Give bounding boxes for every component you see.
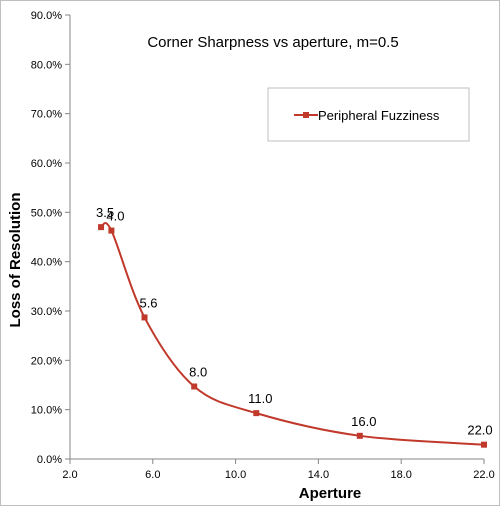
data-point-marker — [191, 383, 198, 390]
y-tick-label: 40.0% — [31, 257, 62, 269]
chart-title: Corner Sharpness vs aperture, m=0.5 — [147, 34, 398, 51]
x-tick-label: 14.0 — [308, 469, 329, 481]
legend: Peripheral Fuzziness — [267, 87, 470, 142]
data-point-marker — [481, 441, 487, 448]
y-tick-label: 60.0% — [31, 158, 62, 170]
y-tick-label: 30.0% — [31, 306, 62, 318]
data-point-marker — [253, 410, 260, 417]
x-tick-label: 6.0 — [145, 469, 160, 481]
y-axis-ticks: 0.0% 10.0% 20.0% 30.0% 40.0% 50.0% 60.0% 70.0% 8… — [31, 10, 70, 466]
y-tick-label: 0.0% — [37, 454, 62, 466]
y-tick-label: 10.0% — [31, 405, 62, 417]
data-label: 16.0 — [351, 414, 376, 429]
data-label: 4.0 — [106, 209, 124, 224]
data-point-marker — [108, 227, 115, 234]
y-tick-label: 50.0% — [31, 207, 62, 219]
data-label: 22.0 — [467, 423, 492, 438]
data-point-marker — [356, 432, 363, 439]
data-point-marker — [98, 224, 105, 231]
data-label: 8.0 — [189, 364, 207, 379]
y-axis-label: Loss of Resolution — [7, 193, 24, 328]
x-tick-label: 18.0 — [390, 469, 411, 481]
data-label: 5.6 — [139, 295, 157, 310]
y-tick-label: 80.0% — [31, 59, 62, 71]
y-tick-label: 90.0% — [31, 10, 62, 22]
series-line — [100, 222, 485, 446]
data-label: 11.0 — [248, 391, 272, 406]
x-tick-label: 22.0 — [473, 469, 494, 481]
x-axis-label: Aperture — [299, 485, 362, 502]
data-point-marker — [141, 314, 148, 321]
series-layer: 3.54.0 5.6 8.0 11.0 16.0 22.0 — [96, 205, 493, 448]
data-label: 3.5 — [96, 205, 114, 220]
y-tick-label: 70.0% — [31, 109, 62, 121]
legend-swatch-marker — [303, 112, 309, 118]
x-axis-ticks: 2.0 6.0 10.0 14.0 18.0 22.0 — [62, 459, 495, 481]
y-tick-label: 20.0% — [31, 355, 62, 367]
legend-label: Peripheral Fuzziness — [318, 108, 440, 123]
x-tick-label: 2.0 — [62, 469, 77, 481]
x-tick-label: 10.0 — [225, 469, 246, 481]
